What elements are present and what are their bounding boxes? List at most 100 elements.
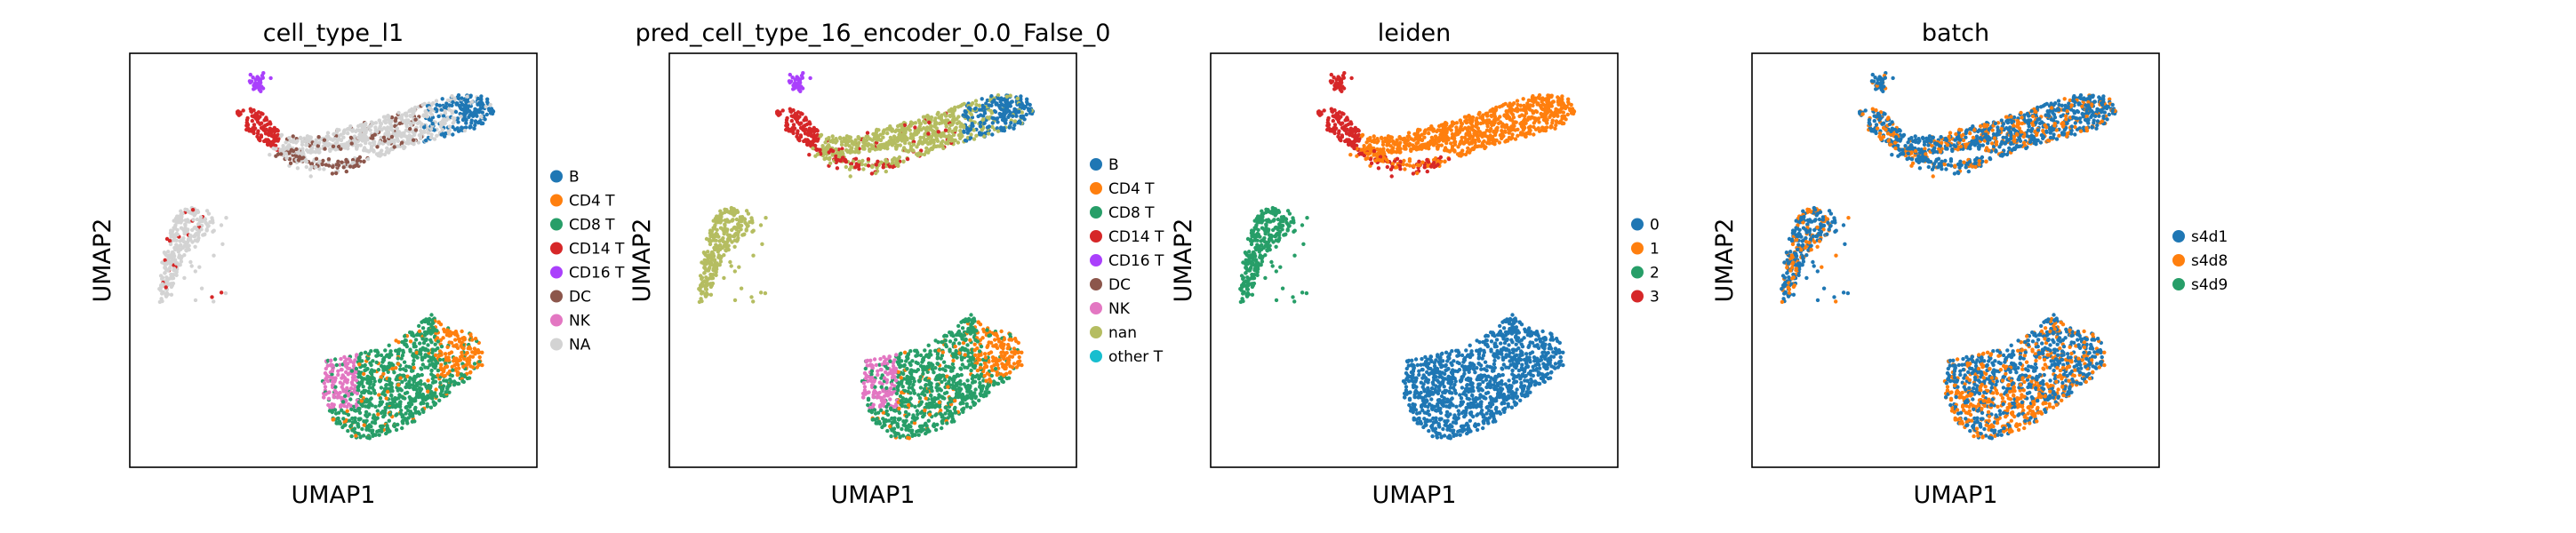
point (901, 159, 906, 163)
point (958, 386, 964, 392)
point (193, 244, 197, 249)
point (161, 290, 165, 294)
point (258, 122, 262, 126)
point (422, 125, 427, 130)
point (964, 338, 968, 343)
point (413, 128, 419, 132)
point (930, 139, 934, 143)
point (701, 251, 707, 255)
point (224, 216, 228, 220)
point (917, 378, 923, 383)
point (455, 116, 460, 121)
point (184, 248, 188, 252)
point (169, 292, 174, 297)
point (454, 360, 460, 365)
point (718, 209, 723, 213)
point (977, 349, 982, 354)
point (414, 394, 420, 399)
point (934, 375, 940, 379)
point (390, 362, 396, 368)
point (426, 365, 430, 370)
point (835, 139, 839, 143)
point (392, 131, 397, 136)
point (996, 96, 1001, 101)
point (252, 123, 257, 127)
point (839, 139, 844, 144)
point (979, 132, 983, 137)
point (938, 376, 942, 380)
point (788, 79, 794, 84)
point (970, 350, 974, 355)
legend-label: other T (1108, 348, 1164, 366)
point (953, 117, 957, 122)
point (185, 229, 189, 234)
point (926, 418, 932, 423)
point (386, 125, 390, 130)
point (172, 237, 177, 243)
point (385, 424, 389, 428)
point (1002, 128, 1007, 133)
point (332, 388, 338, 394)
point (929, 401, 934, 406)
point (1028, 102, 1032, 107)
point (1010, 338, 1014, 342)
point (256, 76, 261, 81)
point (387, 141, 391, 147)
point (473, 107, 477, 112)
point (953, 405, 957, 410)
point (389, 394, 394, 398)
point (358, 143, 363, 147)
point (724, 240, 729, 245)
point (860, 162, 864, 167)
point (304, 164, 308, 170)
point (413, 117, 418, 122)
point (378, 396, 383, 401)
legend-marker (1090, 158, 1102, 171)
point (889, 407, 893, 411)
point (384, 383, 388, 387)
point (912, 391, 917, 395)
point (451, 368, 455, 372)
point (449, 379, 453, 384)
point (407, 109, 412, 114)
point (893, 434, 898, 438)
point (377, 118, 381, 123)
point (371, 121, 376, 126)
point (350, 382, 355, 386)
point (913, 433, 917, 437)
point (926, 141, 931, 147)
point (439, 132, 444, 137)
y-axis-label: UMAP2 (628, 219, 656, 303)
point (438, 120, 444, 125)
point (811, 146, 815, 151)
point (193, 225, 197, 230)
point (973, 394, 979, 399)
point (866, 390, 870, 395)
point (869, 383, 875, 387)
point (886, 418, 892, 423)
point (996, 120, 1000, 124)
point (409, 400, 413, 404)
legend-label: CD16 T (569, 265, 625, 282)
point (279, 133, 284, 138)
point (406, 118, 411, 123)
point (376, 412, 380, 417)
point (423, 346, 428, 352)
point (827, 136, 831, 140)
point (412, 354, 416, 359)
point (1028, 108, 1032, 113)
point (164, 275, 169, 280)
point (384, 396, 388, 401)
point (385, 402, 389, 407)
point (882, 142, 886, 147)
point (872, 408, 877, 412)
point (274, 154, 278, 158)
point (921, 371, 925, 376)
point (423, 138, 428, 143)
point (951, 109, 956, 115)
point (713, 247, 717, 252)
point (241, 108, 245, 113)
point (804, 115, 808, 120)
point (1012, 362, 1017, 366)
